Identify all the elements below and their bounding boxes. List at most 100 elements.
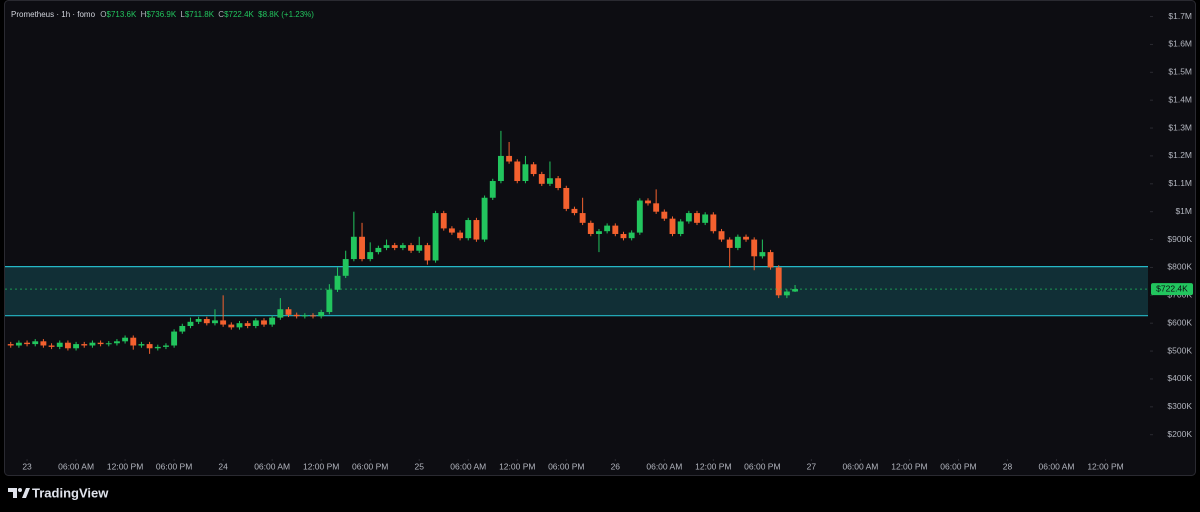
candle-body — [32, 341, 39, 345]
x-tick-label: 06:00 AM — [254, 461, 290, 471]
candle-body — [759, 252, 766, 257]
candle-body — [236, 323, 243, 328]
candle-body — [424, 245, 431, 261]
candle-body — [514, 161, 521, 182]
candle-body — [187, 321, 194, 326]
candle-body — [538, 174, 545, 184]
candle-body — [212, 320, 218, 324]
x-tick-label: 27 — [807, 461, 817, 471]
candle-body — [465, 220, 472, 239]
x-tick-label: 24 — [218, 461, 228, 471]
candle-body — [620, 233, 627, 239]
candle-body — [179, 325, 186, 332]
candle-body — [628, 232, 635, 239]
ohlc-value: $722.4K — [224, 10, 254, 19]
candle-body — [56, 342, 63, 347]
y-tick-label: $1.4M — [1168, 94, 1192, 104]
chart-header: Prometheus · 1h · fomo O$713.6K H$736.9K… — [11, 10, 314, 19]
candle-body — [252, 320, 259, 326]
candle-body — [473, 220, 480, 240]
candle-body — [64, 342, 71, 349]
candle-body — [506, 155, 513, 162]
candle-body — [130, 337, 137, 346]
candle-body — [244, 323, 251, 326]
candle-body — [579, 213, 586, 223]
candle-body — [530, 164, 537, 175]
candle-body — [596, 231, 602, 234]
candle-body — [489, 181, 496, 198]
candle-body — [375, 247, 382, 253]
candle-body — [89, 342, 96, 346]
candle-body — [661, 211, 668, 219]
candle-body — [73, 344, 80, 349]
x-tick-label: 12:00 PM — [107, 461, 143, 471]
last-price-box — [1151, 283, 1193, 296]
y-tick-label: $200K — [1167, 429, 1192, 439]
brand-name: TradingView — [32, 485, 109, 500]
candle-body — [645, 200, 651, 204]
change: $8.8K (+1.23%) — [258, 10, 314, 19]
x-tick-label: 06:00 PM — [940, 461, 976, 471]
candle-body — [97, 342, 104, 345]
candle-body — [751, 239, 758, 257]
candle-body — [171, 331, 178, 346]
candle-body — [81, 344, 88, 346]
y-tick-label: $1.2M — [1168, 150, 1192, 160]
candle-body — [522, 164, 529, 182]
x-tick-label: 23 — [22, 461, 32, 471]
candle-body — [636, 200, 643, 233]
candle-body — [113, 341, 120, 344]
candle-body — [718, 231, 725, 240]
y-tick-label: $1.7M — [1168, 11, 1192, 21]
candle-body — [481, 197, 488, 240]
candle-body — [653, 203, 660, 212]
candle-body — [138, 344, 145, 346]
candle-body — [261, 320, 267, 325]
candle-body — [163, 345, 169, 347]
x-tick-label: 28 — [1003, 461, 1013, 471]
candle-body — [408, 245, 414, 251]
candle-body — [743, 236, 749, 240]
candle-body — [399, 245, 406, 248]
candle-body — [587, 222, 594, 234]
x-tick-label: 06:00 AM — [646, 461, 682, 471]
x-tick-label: 06:00 AM — [842, 461, 878, 471]
candle-body — [7, 344, 14, 346]
ohlc-value: $713.6K — [107, 10, 137, 19]
symbol: Prometheus · 1h · fomo — [11, 10, 96, 19]
ohlc-key: O — [100, 10, 106, 19]
ohlc-value: $736.9K — [146, 10, 176, 19]
candle-body — [677, 221, 684, 234]
candle-body — [448, 228, 455, 233]
x-tick-label: 25 — [414, 461, 424, 471]
y-tick-label: $1.5M — [1168, 67, 1192, 77]
chart-panel — [4, 0, 1196, 476]
candle-body — [685, 213, 692, 222]
candle-body — [318, 312, 325, 317]
candle-body — [301, 315, 308, 317]
x-tick-label: 06:00 PM — [744, 461, 780, 471]
candle-body — [334, 275, 341, 290]
x-tick-label: 06:00 AM — [450, 461, 486, 471]
x-tick-label: 12:00 PM — [1087, 461, 1123, 471]
ohlc-key: H — [141, 10, 147, 19]
y-tick-label: $1.1M — [1168, 178, 1192, 188]
candle-body — [547, 178, 553, 184]
x-tick-label: 06:00 PM — [352, 461, 388, 471]
y-tick-label: $900K — [1167, 234, 1192, 244]
candle-body — [391, 245, 398, 248]
candle-body — [669, 218, 676, 234]
candle-body — [457, 232, 464, 239]
last-price-label: $722.4K — [1156, 283, 1188, 293]
candle-body — [792, 289, 798, 292]
candle-body — [277, 309, 284, 318]
candle-body — [15, 342, 22, 346]
candle-body — [563, 187, 570, 209]
candle-body — [710, 214, 717, 232]
candle-body — [416, 245, 423, 251]
zone — [5, 266, 1148, 316]
candle-body — [40, 341, 47, 346]
candle-body — [285, 309, 292, 315]
candle-body — [24, 342, 31, 345]
y-tick-label: $300K — [1167, 401, 1192, 411]
